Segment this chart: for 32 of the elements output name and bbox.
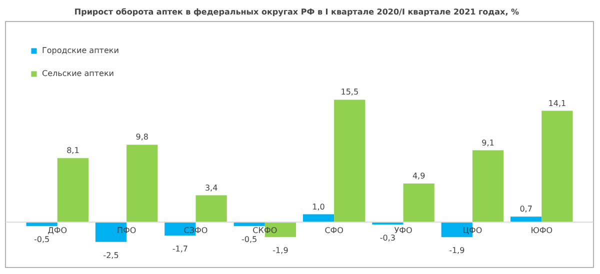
x-tick-label: ЮФО: [530, 226, 553, 236]
data-label: 3,4: [204, 183, 218, 192]
data-label: -1,7: [172, 244, 188, 254]
data-label: -0,5: [242, 235, 258, 244]
x-tick-label: УФО: [394, 226, 412, 236]
data-label: 8,1: [66, 146, 80, 156]
data-label: -1,9: [449, 246, 465, 256]
data-label: -0,5: [34, 235, 50, 244]
bar: [196, 195, 227, 222]
legend-label: Городские аптеки: [42, 46, 119, 55]
data-label: -1,9: [272, 246, 288, 256]
data-label: 15,5: [340, 88, 359, 97]
chart-title: Прирост оборота аптек в федеральных округах РФ в I квартале 2020/I квартале 2021 годах, %: [74, 8, 520, 16]
x-tick-label: ДФО: [48, 226, 68, 236]
bar: [472, 150, 504, 222]
bar: [403, 183, 434, 222]
data-label: 0,7: [520, 204, 532, 214]
data-label: -0,3: [380, 234, 396, 243]
data-label: 4,9: [412, 171, 426, 180]
data-label: 14,1: [548, 98, 566, 108]
bar: [126, 144, 158, 222]
bar: [542, 110, 573, 222]
x-tick-label: СЗФО: [184, 226, 208, 236]
data-label: 9,1: [482, 138, 494, 148]
bar: [57, 158, 89, 222]
bar: [334, 100, 366, 222]
legend-label: Сельские аптеки: [42, 69, 114, 78]
data-label: 1,0: [312, 202, 325, 212]
data-label: 9,8: [136, 132, 148, 142]
data-label: -2,5: [103, 250, 119, 260]
x-tick-label: СФО: [324, 226, 344, 236]
bar: [510, 216, 542, 222]
